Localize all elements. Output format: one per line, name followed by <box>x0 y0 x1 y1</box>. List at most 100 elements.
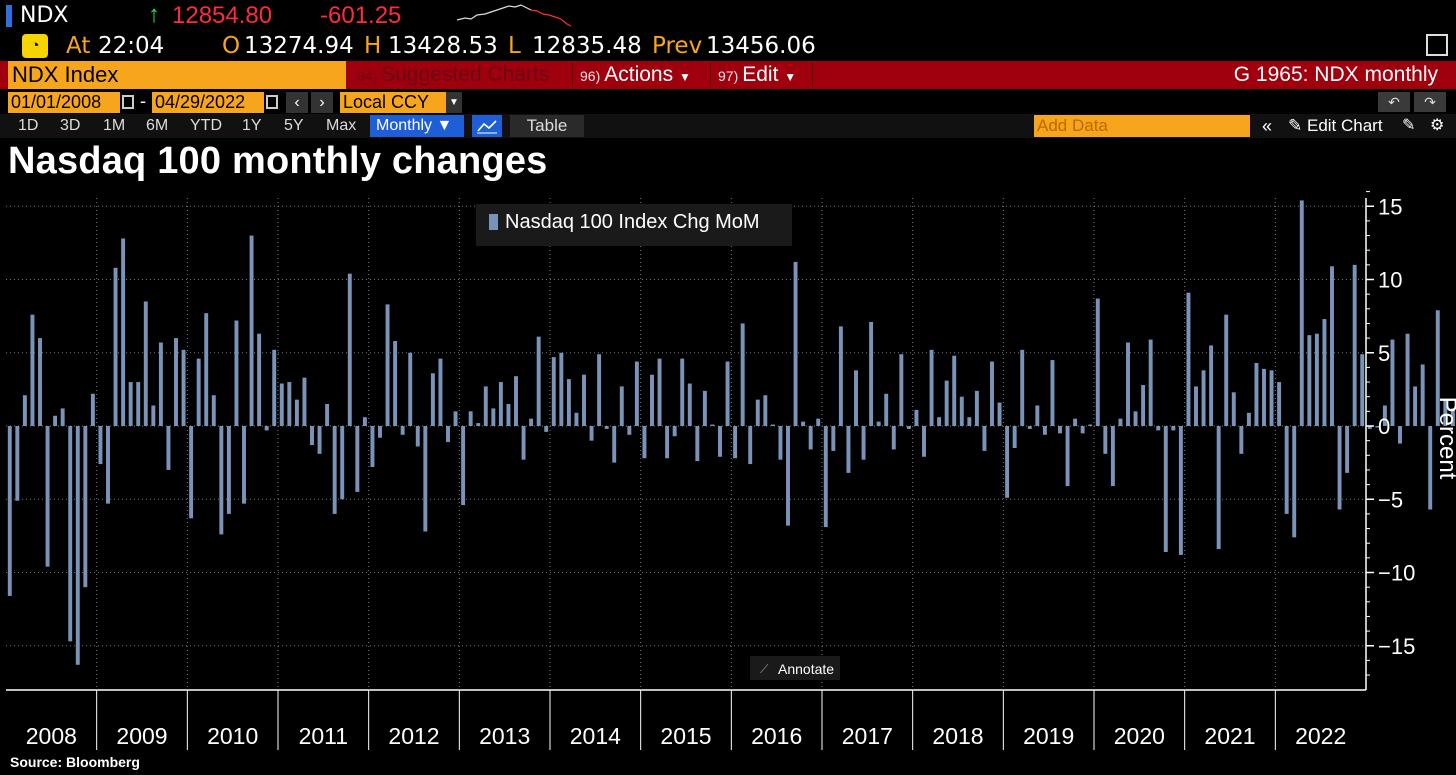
bar <box>959 396 964 426</box>
bar <box>30 314 35 426</box>
range-6m[interactable]: 6M <box>146 117 169 134</box>
y-tick-label: 5 <box>1378 341 1390 366</box>
undo-icon[interactable]: ↶ <box>1378 92 1410 112</box>
bar <box>876 421 881 426</box>
bar <box>1262 368 1266 426</box>
x-tick-label: 2011 <box>299 723 348 749</box>
menu-divider <box>710 63 711 87</box>
y-tick-label: 10 <box>1378 268 1402 293</box>
bar <box>1224 314 1229 426</box>
redo-icon[interactable]: ↷ <box>1414 92 1446 112</box>
end-date-field[interactable]: 04/29/2022 <box>152 92 264 113</box>
y-axis-title: Percent <box>1434 397 1456 480</box>
bar <box>1307 335 1312 426</box>
bar <box>725 361 730 426</box>
chevron-down-icon[interactable]: ▼ <box>446 92 462 113</box>
bar <box>1156 426 1161 431</box>
bar <box>786 426 790 526</box>
bar <box>1345 426 1350 473</box>
bar <box>627 426 632 435</box>
bar <box>453 411 458 426</box>
prev-period-button[interactable]: ‹ <box>286 92 308 113</box>
date-range-bar: 01/01/2008 - 04/29/2022 ‹ › Local CCY ▼ … <box>0 90 1456 114</box>
bar <box>226 426 231 514</box>
actions-menu[interactable]: 96) Actions ▼ <box>580 61 691 89</box>
bar <box>1428 426 1433 510</box>
range-3d[interactable]: 3D <box>60 117 81 134</box>
bar <box>332 426 337 514</box>
speedometer-icon[interactable]: ◔ <box>22 34 48 58</box>
range-1m[interactable]: 1M <box>103 117 126 134</box>
bar <box>891 426 896 450</box>
range-max[interactable]: Max <box>326 117 357 134</box>
table-button[interactable]: Table <box>510 115 584 137</box>
bar <box>1126 342 1130 426</box>
suggested-charts-menu[interactable]: 94) Suggested Charts <box>357 61 549 89</box>
y-tick-label: −15 <box>1378 634 1415 659</box>
bar <box>642 426 647 459</box>
bar <box>415 426 420 447</box>
bar <box>906 426 911 429</box>
bar <box>937 417 942 426</box>
bar <box>1095 298 1100 426</box>
x-tick-label: 2022 <box>1295 723 1346 749</box>
bar <box>1080 426 1085 434</box>
y-tick-label: 0 <box>1378 414 1390 439</box>
add-data-input[interactable]: Add Data <box>1034 115 1250 137</box>
line-chart-icon[interactable] <box>472 115 502 137</box>
range-ytd[interactable]: YTD <box>190 117 222 134</box>
edit-chart-button[interactable]: ✎ Edit Chart <box>1288 115 1383 137</box>
annotate-bg[interactable] <box>750 656 840 680</box>
bar <box>362 417 367 426</box>
range-1d[interactable]: 1D <box>18 117 39 134</box>
next-period-button[interactable]: › <box>311 92 333 113</box>
calendar-icon[interactable] <box>122 95 134 109</box>
security-field[interactable]: NDX Index <box>8 61 346 89</box>
bar <box>90 393 95 426</box>
bar <box>143 301 148 426</box>
bar <box>748 426 753 465</box>
bar <box>83 426 88 588</box>
low-value: 12835.48 <box>532 33 642 59</box>
y-tick-label: −10 <box>1378 561 1415 586</box>
bar <box>1450 408 1455 426</box>
bar <box>944 380 949 426</box>
bar <box>355 426 360 492</box>
range-bar: 1D 3D 1M 6M YTD 1Y 5Y Max Monthly ▼ Tabl… <box>0 114 1456 138</box>
bar <box>838 326 843 426</box>
gear-icon[interactable]: ⚙ <box>1430 117 1445 134</box>
edit-settings-icon[interactable]: ✎ <box>1402 117 1416 134</box>
bar <box>166 426 171 470</box>
source-note: Source: Bloomberg <box>10 754 140 770</box>
bar <box>914 409 919 426</box>
legend-label: Nasdaq 100 Index Chg MoM <box>505 211 760 233</box>
quote-bar: NDX ↑ 12854.80 -601.25 <box>0 0 1456 32</box>
edit-label: Edit <box>742 63 779 86</box>
edit-menu[interactable]: 97) Edit ▼ <box>718 61 796 89</box>
bar <box>536 336 541 426</box>
chart-title: Nasdaq 100 monthly changes <box>8 140 548 182</box>
popout-icon[interactable] <box>1426 34 1448 56</box>
bar <box>68 426 73 642</box>
ticker-symbol[interactable]: NDX <box>20 3 69 28</box>
calendar-icon[interactable] <box>266 95 278 109</box>
bar <box>831 426 836 451</box>
bar <box>566 379 571 426</box>
x-tick-label: 2018 <box>932 723 983 749</box>
bar <box>665 426 670 459</box>
bar <box>264 426 269 431</box>
currency-select[interactable]: Local CCY <box>340 92 446 113</box>
x-tick-label: 2014 <box>570 723 621 749</box>
bar <box>302 377 307 426</box>
collapse-icon[interactable]: « <box>1262 116 1273 136</box>
x-axis: 2008 2009 2010 2011 2012 2013 2014 2015 2016 2017… <box>6 689 1366 750</box>
frequency-dropdown[interactable]: Monthly ▼ <box>370 115 464 137</box>
range-5y[interactable]: 5Y <box>284 117 304 134</box>
range-1y[interactable]: 1Y <box>242 117 262 134</box>
bar <box>846 426 851 473</box>
sparkline-icon <box>456 4 572 27</box>
bar <box>75 426 80 665</box>
start-date-field[interactable]: 01/01/2008 <box>8 92 120 113</box>
annotate-button[interactable]: ⟋ Annotate <box>750 656 840 680</box>
bar <box>1186 292 1191 426</box>
